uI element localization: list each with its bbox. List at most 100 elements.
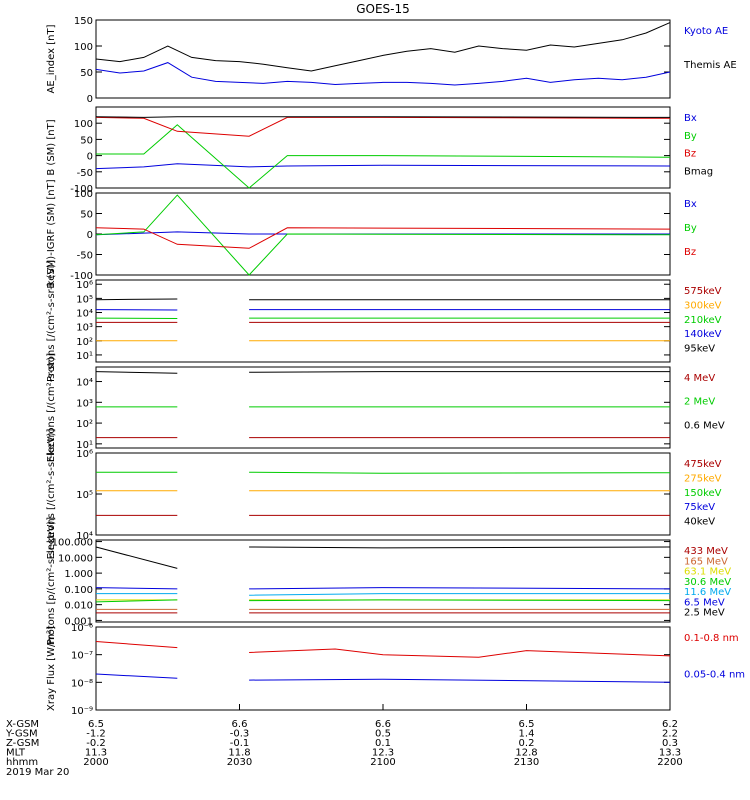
panel-frame [95,19,671,99]
series-line-By [95,194,671,276]
ephemeris-value: 2100 [370,757,395,768]
panel-frame [95,452,671,536]
y-tick-label: 50 [80,135,93,146]
ephemeris-value: 6.2 [662,719,678,730]
series-line-150keV [249,471,671,474]
legend-entry: Themis AE [683,60,737,71]
series-line-95keV [95,298,178,301]
panel-frame [95,539,671,623]
ephemeris-value: 11.3 [85,748,107,759]
series-line-0.05-0.4 nm [249,678,671,683]
series-line-Bz [95,116,671,137]
legend-entry: 150keV [684,488,722,499]
ephemeris-value: 0.2 [519,738,535,749]
series-line-Bmag [95,116,671,118]
legend-entry: 0.6 MeV [684,420,725,431]
y-tick-label: 10⁴ [76,531,93,542]
series-line-By [96,124,671,189]
series-line-0.05-0.4 nm [95,673,178,679]
legend-entry: 63.1 MeV [684,567,731,578]
legend-entry: 165 MeV [684,556,728,567]
y-tick-label: 10⁶ [76,449,93,460]
legend-entry: 2.5 MeV [684,608,725,619]
ephemeris-value: 2000 [83,757,108,768]
ephemeris-value: 6.6 [232,719,248,730]
ephemeris-value: 1.4 [519,729,535,740]
y-tick-label: 10⁻⁸ [71,678,93,689]
legend-entry: 6.5 MeV [684,597,725,608]
legend-entry: 75keV [684,502,715,513]
y-tick-label: 150 [74,16,93,27]
legend-entry: Bx [684,199,697,210]
series-line-2.5 MeV [95,546,178,569]
time-axis: X-GSM 6.5 6.6 6.6 6.5 6.2 Y-GSM -1.2 -0.3 0.5 1.4 2… [5,704,683,768]
y-tick-label: -100 [70,184,93,195]
panel-3: -100 -50 0 50 100 B (SM)-IGRF (SM) [nT] Bx By Bz [46,179,697,288]
series-line-2.5 MeV [249,546,671,549]
series-line-Bz [95,227,671,249]
legend-entry: 40keV [684,517,715,528]
y-tick-label: 10⁵ [76,294,93,305]
panel-frame [95,279,671,363]
ephemeris-value: 0.5 [375,729,391,740]
legend-entry: 433 MeV [684,546,728,557]
y-tick-label: 10² [76,419,93,430]
y-tick-label: 10.000 [58,553,93,564]
date-label: 2019 Mar 20 [6,767,69,778]
y-axis-label: Protons [p/(cm²-s-sr-keV)] [46,517,57,645]
y-tick-label: 10³ [76,398,93,409]
ephemeris-value: 12.3 [372,748,394,759]
ephemeris-value: -0.2 [86,738,106,749]
ephemeris-value: 6.6 [375,719,391,730]
panel-2: -100 -50 0 50 100 B (SM) [nT] Bx By Bz Bmag [46,106,713,195]
panel-frame [95,106,671,189]
ephemeris-value: 0.1 [375,738,391,749]
y-tick-label: 10³ [76,323,93,334]
series-line-30.6 MeV [95,599,178,603]
y-axis-label: B (SM)-IGRF (SM) [nT] [46,179,57,288]
y-tick-label: 10⁵ [76,490,93,501]
ephemeris-value: 2130 [514,757,539,768]
y-tick-label: 0.100 [64,585,93,596]
panel-frame [95,626,671,711]
legend-entry: 11.6 MeV [684,587,731,598]
legend-entry: Bz [684,247,696,258]
y-tick-label: 0 [87,152,93,163]
ephemeris-value: 13.3 [659,748,681,759]
series-line-30.6 MeV [249,599,671,602]
y-axis-label: Electrons [/(cm²-s-sr)] [46,353,57,462]
legend-entry: 140keV [684,329,722,340]
ephemeris-row-label: Z-GSM [6,738,39,749]
legend-entry: 0.1-0.8 nm [684,633,739,644]
y-tick-label: 100 [74,189,93,200]
y-tick-label: 10⁴ [76,378,93,389]
ephemeris-value: 11.8 [228,748,250,759]
y-tick-label: 10⁻⁷ [71,651,93,662]
y-tick-label: 10⁻⁹ [71,706,93,717]
y-tick-label: 100.000 [52,538,93,549]
y-tick-label: 10¹ [76,351,93,362]
ephemeris-row-label: X-GSM [6,719,39,730]
y-tick-label: 10⁻⁶ [71,623,93,634]
ephemeris-value: 2030 [227,757,252,768]
series-line-11.6 MeV [249,593,670,596]
legend-entry: 575keV [684,286,722,297]
y-tick-label: 100 [74,119,93,130]
y-axis-label: Xray Flux [W/m²] [46,626,57,711]
legend-entry: 300keV [684,300,722,311]
y-tick-label: 10⁴ [76,309,93,320]
legend-entry: Bmag [684,166,713,177]
panel-1: 0 50 100 150 AE_index [nT] Kyoto AE Themis AE [46,16,737,105]
legend-entry: 275keV [684,473,722,484]
y-tick-label: 1.000 [64,569,93,580]
series-line-0.1-0.8 nm [95,641,178,649]
panel-4: 10¹ 10² 10³ 10⁴ 10⁵ 10⁶ Protons [/(cm²-s-sr-ke… [46,260,722,382]
legend-entry: Bx [684,113,697,124]
ephemeris-row-label: Y-GSM [5,729,38,740]
series-line-Themis AE [95,22,671,72]
y-tick-label: -50 [77,251,93,262]
y-tick-label: 0 [87,230,93,241]
series-line-Bx [95,163,671,170]
y-tick-label: 0 [87,94,93,105]
